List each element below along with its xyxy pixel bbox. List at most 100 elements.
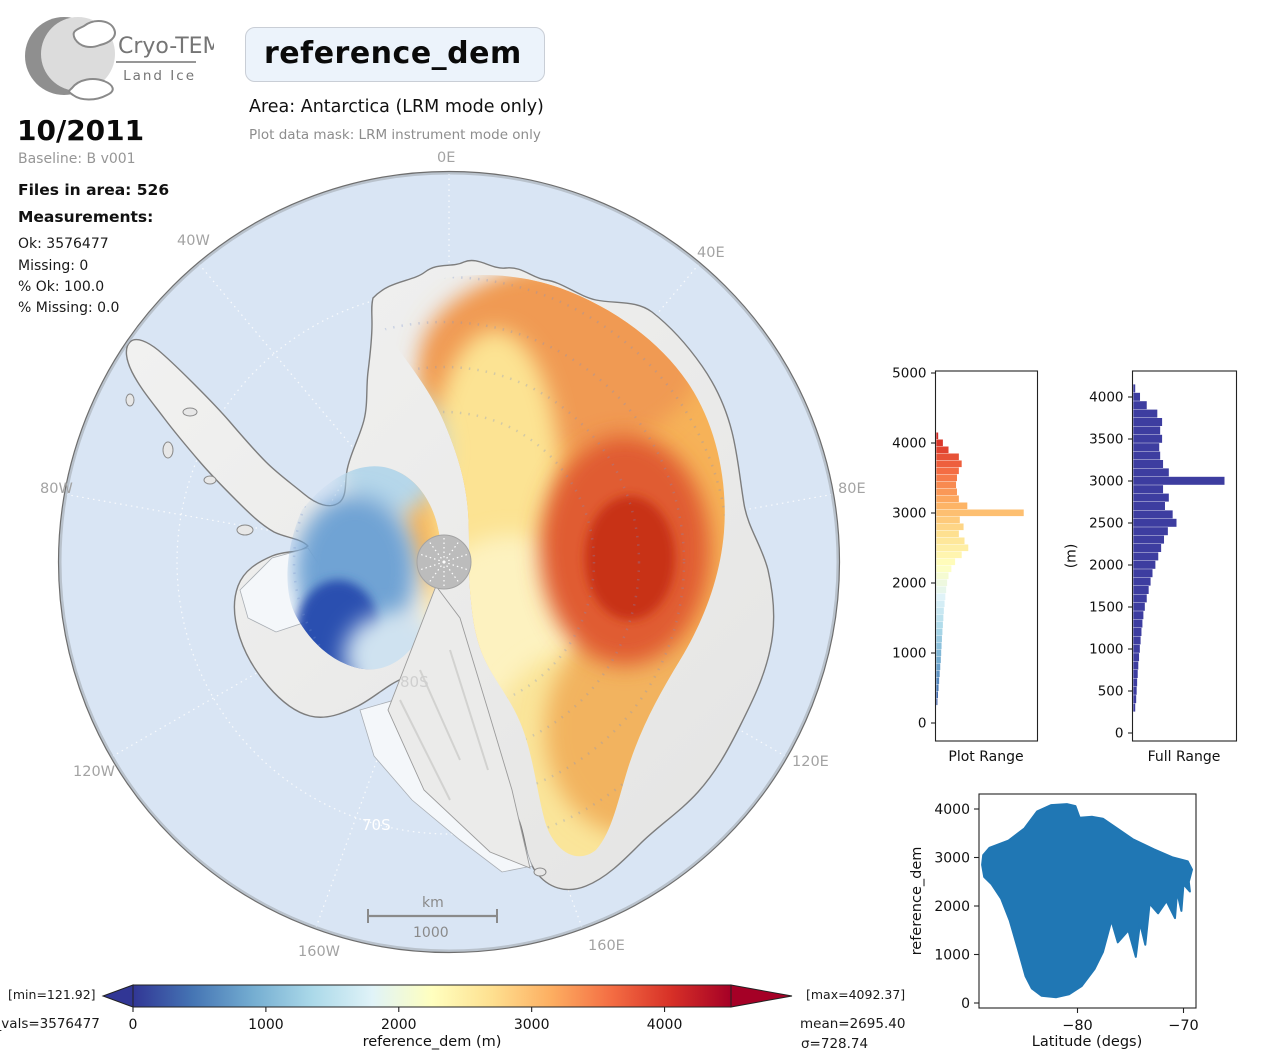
full_range_histogram: 0 500 1000 1500 2000 2500 3000 3500 4000 Full Ran… (1064, 370, 1238, 765)
histogram-bar (936, 495, 959, 503)
histogram-bar (936, 670, 940, 678)
logo-greenland-shape (72, 20, 116, 48)
histogram-bar (936, 460, 962, 468)
y-tick-label: 3000 (934, 851, 970, 867)
histogram-bar (936, 600, 945, 608)
histogram-bar (1133, 636, 1141, 645)
histogram-bar (1133, 535, 1165, 544)
histogram-bar (1133, 670, 1138, 678)
histogram-bar (936, 432, 939, 440)
map-scalebar (367, 909, 498, 923)
meridian-labels: 0E 40W 40E 80W 80E 120W 120E 160W 160E (40, 150, 866, 960)
y-tick-label: 3000 (892, 506, 926, 522)
dem_vs_latitude: −80 −70 0 1000 2000 3000 4000 Latitude (degs) re… (909, 793, 1199, 1050)
y-tick-label: 1000 (934, 948, 970, 964)
histogram-bar (1133, 493, 1169, 502)
meridian-line (112, 576, 424, 757)
y-tick-label: 0 (961, 996, 970, 1012)
histogram-bar (1133, 586, 1149, 594)
y-tick-label: 3000 (1089, 474, 1123, 490)
y-tick-label: 2000 (934, 899, 970, 915)
y-tick-label: 4000 (892, 436, 926, 452)
lat-70s-label: 70S (362, 816, 391, 834)
histogram-bar (936, 446, 949, 454)
logo-antarctica-shape (68, 78, 114, 101)
meridian-line (66, 494, 420, 558)
missing-count: Missing: 0 (18, 258, 89, 274)
scatter-cloud (981, 803, 1193, 999)
y-tick-label: 2000 (1089, 558, 1123, 574)
histogram-bar (1133, 695, 1137, 704)
meridian-line (315, 589, 440, 927)
histogram-bar (1133, 544, 1162, 552)
histogram-bar (1133, 460, 1164, 468)
meridian-line (467, 264, 699, 540)
y-tick-label: 500 (1098, 684, 1124, 700)
histogram-bar (936, 579, 948, 587)
wedge-texture (399, 649, 489, 801)
area-subtitle: Area: Antarctica (LRM mode only) (249, 97, 544, 117)
histogram-bar (936, 621, 943, 629)
histogram-bar (1133, 619, 1143, 628)
histogram-bar (936, 628, 943, 636)
histogram-bar (936, 649, 942, 657)
map-border (57, 170, 841, 954)
y-tick-label: 1000 (1089, 642, 1123, 658)
histogram-bar (1133, 552, 1159, 561)
histogram-bar (1133, 510, 1173, 519)
histogram-bar (1133, 686, 1137, 695)
colorbar-min-label: [min=121.92] (8, 987, 96, 1002)
histogram-bar (936, 677, 940, 685)
histogram-bar (1133, 392, 1141, 401)
y-tick-label: 2500 (1089, 516, 1123, 532)
histogram-bar (1133, 594, 1147, 603)
histogram-bar (1133, 602, 1145, 611)
y-tick-label: 1000 (892, 646, 926, 662)
histogram-bar (936, 663, 941, 671)
histogram-bar (1133, 644, 1140, 653)
histogram-bar (1133, 518, 1177, 527)
colorbar-max-arrow (730, 984, 793, 1008)
lon-0e-label: 0E (437, 150, 455, 166)
lon-80w-label: 80W (40, 481, 73, 497)
page-title: reference_dem (264, 36, 522, 71)
histogram-bar (936, 558, 956, 566)
percent-missing: % Missing: 0.0 (18, 300, 120, 316)
histogram-bar (1133, 661, 1139, 670)
y-tick-label: 0 (1115, 726, 1124, 742)
histogram-bar (936, 467, 959, 475)
x-axis-label: Latitude (degs) (1032, 1034, 1143, 1050)
histogram-bar (936, 586, 947, 594)
x-tick-label: −80 (1062, 1018, 1093, 1034)
logo-subtitle: Land Ice (123, 68, 196, 84)
mask-subtitle: Plot data mask: LRM instrument mode only (249, 127, 541, 143)
colorbar-sigma-label: σ=728.74 (801, 1036, 869, 1052)
histogram-bar (1133, 569, 1153, 578)
lon-40w-label: 40W (177, 233, 210, 249)
histogram-bar (1133, 409, 1158, 418)
transantarctic-wedge (387, 585, 531, 869)
colorbar-min-arrow (101, 984, 134, 1008)
colorbar-mean-label: mean=2695.40 (800, 1016, 906, 1032)
histogram-bar (1133, 577, 1151, 586)
antarctica-map: 80S 70S km 1000 0E 40W 40E 80W 80E 120W … (40, 150, 866, 960)
histogram-bar (936, 614, 944, 622)
histogram-bar (1133, 476, 1225, 485)
histogram-bar (1133, 653, 1140, 662)
x-tick-label: −70 (1168, 1018, 1199, 1034)
y-tick-label: 1500 (1089, 600, 1123, 616)
lon-120e-label: 120E (792, 754, 829, 770)
histogram-bar (1133, 426, 1161, 435)
histogram-bar (936, 502, 968, 510)
histogram-bar (1133, 527, 1168, 536)
colorbar: 0 1000 2000 3000 4000 reference_dem (m) (101, 984, 793, 1050)
y-axis-label: (m) (1064, 544, 1080, 569)
cb-tick-label: 0 (129, 1017, 138, 1033)
histogram-bar (936, 544, 969, 552)
axes-box (978, 793, 1197, 1009)
cb-tick-label: 4000 (647, 1017, 683, 1033)
y-tick-label: 4000 (934, 802, 970, 818)
cb-axis-label: reference_dem (m) (363, 1034, 502, 1050)
y-tick-label: 0 (918, 716, 927, 732)
